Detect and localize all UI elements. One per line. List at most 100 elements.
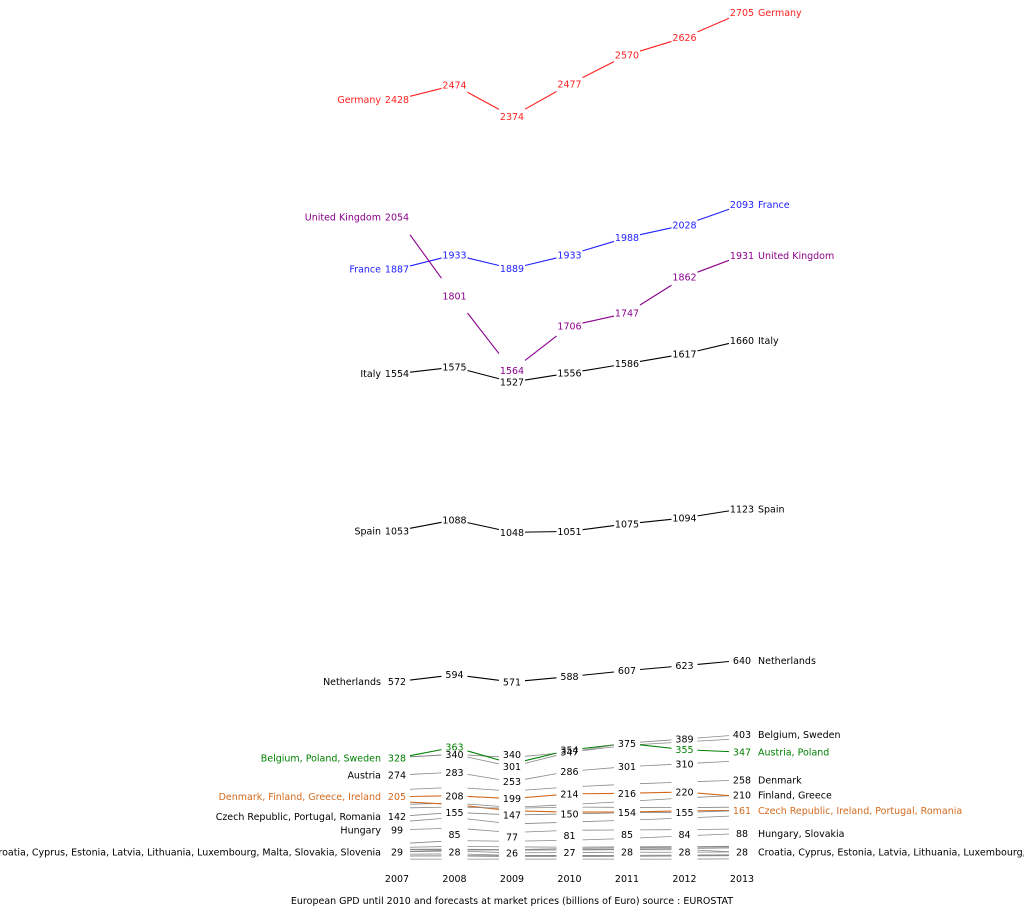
series-line-romania (639, 818, 672, 821)
series-line-sweden (467, 756, 500, 765)
series-line-france (467, 257, 500, 267)
data-label: 154 (618, 808, 636, 819)
data-label: 2626 (672, 33, 696, 44)
series-line-france (524, 257, 557, 267)
series-line-netherlands (697, 660, 730, 665)
series-line-czech-republic (582, 812, 615, 815)
series-line-spain (639, 518, 672, 524)
data-label: 340 (503, 750, 521, 761)
data-label: 208 (445, 791, 463, 802)
series-line-poland (524, 752, 557, 762)
data-label: 389 (675, 735, 693, 746)
data-label: 27 (563, 848, 575, 859)
series-line-austria (582, 767, 615, 771)
series-line-spain (467, 522, 500, 531)
data-label: 1889 (500, 264, 524, 275)
series-line-spain (409, 521, 442, 529)
series-line-romania (409, 818, 442, 822)
data-label: 161 (733, 806, 751, 817)
series-line-united-kingdom (524, 335, 557, 361)
data-label: 2705 (730, 8, 754, 19)
series-line-luxembourg (524, 848, 557, 850)
series-line-united-kingdom (697, 259, 730, 273)
data-label: 1554 (385, 369, 409, 380)
series-line-poland (697, 749, 730, 753)
data-label: 142 (388, 812, 406, 823)
series-line-belgium (582, 746, 615, 752)
data-label: 301 (503, 762, 521, 773)
data-label: 1617 (672, 349, 696, 360)
data-label: 150 (560, 809, 578, 820)
data-label: 1088 (442, 515, 466, 526)
series-line-czech-republic (697, 810, 730, 813)
series-line-poland (409, 749, 442, 757)
right-label-austria-poland: Austria, Poland (758, 748, 829, 759)
series-line-italy (697, 342, 730, 352)
data-label: 1094 (672, 513, 696, 524)
series-line-czech-republic (409, 812, 442, 816)
series-line-czech-republic (524, 813, 557, 816)
series-line-austria (639, 764, 672, 767)
series-line-finland (467, 803, 500, 807)
series-line-hungary (524, 830, 557, 833)
data-label: 375 (618, 739, 636, 750)
series-line-greece (524, 794, 557, 799)
series-line-france (639, 227, 672, 236)
series-line-poland (639, 744, 672, 749)
data-label: 205 (388, 792, 406, 803)
series-line-belgium (697, 739, 730, 742)
data-label: 1575 (442, 363, 466, 374)
year-tick-label: 2008 (442, 874, 466, 885)
year-axis: 2007 2008 2009 2010 2011 2012 2013 (385, 874, 754, 885)
data-label: 2054 (385, 212, 409, 223)
data-label: 1586 (615, 359, 639, 370)
data-label: 26 (506, 848, 518, 859)
series-line-romania (467, 818, 500, 823)
data-label: 85 (448, 830, 460, 841)
data-label: 355 (675, 745, 693, 756)
data-label: 199 (503, 794, 521, 805)
left-label-czech-republic-portugal-romania: Czech Republic, Portugal, Romania (216, 812, 381, 823)
series-line-denmark (639, 782, 672, 785)
year-tick-label: 2009 (500, 874, 524, 885)
series-line-portugal (524, 806, 557, 809)
left-label-netherlands: Netherlands (323, 677, 381, 688)
data-label: 1706 (557, 321, 581, 332)
series-line-italy (524, 374, 557, 381)
left-label-united-kingdom: United Kingdom (305, 212, 381, 223)
data-label: 2374 (500, 112, 524, 123)
data-label: 210 (733, 791, 751, 802)
data-label: 155 (445, 808, 463, 819)
data-label: 220 (675, 788, 693, 799)
data-label: 1660 (730, 336, 754, 347)
series-line-italy (467, 369, 500, 380)
data-label: 1933 (557, 250, 581, 261)
series-line-greece (697, 792, 730, 797)
data-label: 2428 (385, 95, 409, 106)
series-line-denmark (697, 780, 730, 782)
series-line-spain (582, 525, 615, 531)
data-label: 588 (560, 672, 578, 683)
data-label: 1075 (615, 519, 639, 530)
data-label: 363 (445, 743, 463, 754)
data-label: 283 (445, 768, 463, 779)
series-line-italy (582, 365, 615, 372)
series-line-greece (409, 795, 442, 798)
data-label: 1048 (500, 528, 524, 539)
left-label-denmark-finland-greece-ireland: Denmark, Finland, Greece, Ireland (219, 792, 381, 803)
series-line-denmark (582, 784, 615, 787)
series-line-czech-republic (467, 812, 500, 815)
data-label: 1931 (730, 251, 754, 262)
series-line-ireland (524, 810, 557, 813)
series-line-slovakia (524, 840, 557, 842)
series-line-sweden (409, 754, 442, 758)
data-label: 1887 (385, 265, 409, 276)
data-label: 28 (678, 848, 690, 859)
series-line-poland (467, 750, 500, 761)
data-label: 347 (560, 748, 578, 759)
data-label: 1556 (557, 369, 581, 380)
series-line-belgium (639, 742, 672, 745)
data-label: 572 (388, 677, 406, 688)
left-label-germany: Germany (337, 95, 381, 106)
